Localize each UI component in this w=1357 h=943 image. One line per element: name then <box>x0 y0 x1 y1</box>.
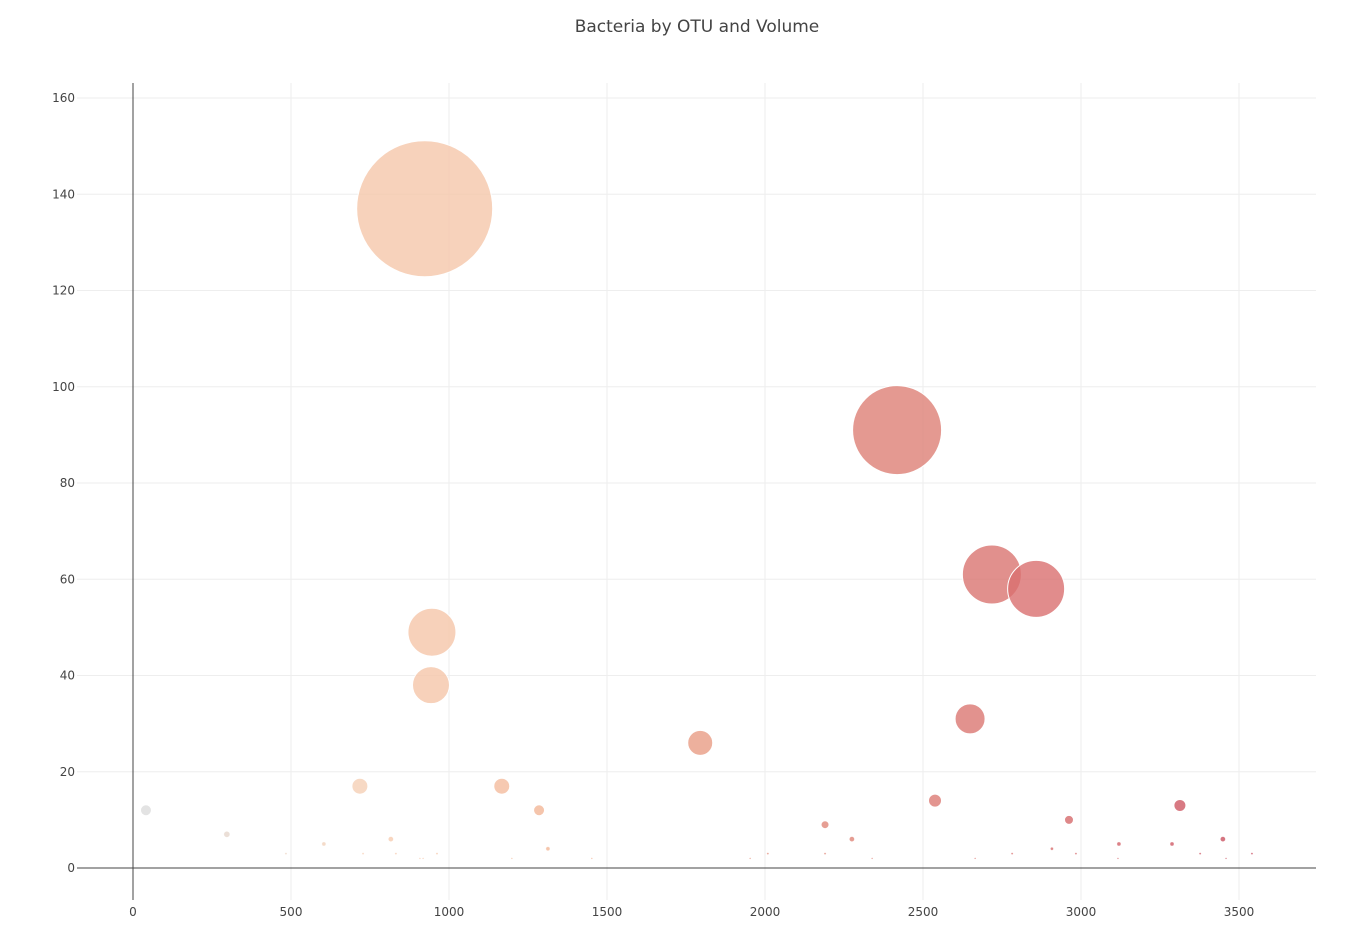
bubble-point[interactable] <box>139 804 152 817</box>
bubble-point[interactable] <box>823 852 827 855</box>
x-tick-label: 1000 <box>434 905 465 919</box>
bubble-point[interactable] <box>422 857 425 860</box>
y-axis-ticks: 0 20 40 60 80 100 120 140 160 <box>52 91 75 875</box>
bubble-point[interactable] <box>223 831 231 838</box>
bubble-point[interactable] <box>1169 841 1175 847</box>
bubble-point[interactable] <box>1198 852 1202 855</box>
bubble-point[interactable] <box>1007 559 1066 618</box>
bubble-point[interactable] <box>321 841 327 847</box>
y-tick-label: 60 <box>60 572 75 586</box>
bubble-point[interactable] <box>361 852 365 855</box>
bubble-point[interactable] <box>1117 857 1119 860</box>
bubble-point[interactable] <box>510 857 513 860</box>
bubble-point[interactable] <box>1063 814 1074 825</box>
x-axis-ticks: 0 500 1000 1500 2000 2500 3000 3500 <box>129 905 1254 919</box>
gridlines <box>77 83 1316 900</box>
bubble-point[interactable] <box>1173 798 1187 812</box>
bubble-point[interactable] <box>1074 852 1078 855</box>
bubble-point[interactable] <box>1050 847 1054 851</box>
bubble-point[interactable] <box>435 852 439 855</box>
chart-title: Bacteria by OTU and Volume <box>574 17 820 37</box>
bubble-point[interactable] <box>418 857 421 860</box>
bubble-point[interactable] <box>1225 857 1227 860</box>
bubble-point[interactable] <box>1010 852 1014 855</box>
data-points[interactable] <box>139 140 1254 860</box>
bubble-point[interactable] <box>871 857 874 860</box>
x-tick-label: 500 <box>280 905 303 919</box>
bubble-point[interactable] <box>1116 841 1122 847</box>
y-tick-label: 80 <box>60 476 75 490</box>
bubble-point[interactable] <box>394 852 398 855</box>
bubble-point[interactable] <box>356 140 494 278</box>
y-tick-label: 120 <box>52 284 75 298</box>
bubble-point[interactable] <box>590 857 593 860</box>
bubble-point[interactable] <box>411 666 450 705</box>
bubble-point[interactable] <box>493 777 511 795</box>
y-tick-label: 40 <box>60 669 75 683</box>
bubble-point[interactable] <box>388 836 394 842</box>
bubble-point[interactable] <box>1250 852 1254 855</box>
bubble-point[interactable] <box>749 857 752 860</box>
bubble-point[interactable] <box>407 607 457 657</box>
bubble-point[interactable] <box>849 836 855 842</box>
x-tick-label: 3500 <box>1224 905 1255 919</box>
y-tick-label: 100 <box>52 380 75 394</box>
bubble-point[interactable] <box>545 846 551 851</box>
bubble-point[interactable] <box>852 385 943 476</box>
y-tick-label: 0 <box>67 861 75 875</box>
y-tick-label: 20 <box>60 765 75 779</box>
bubble-point[interactable] <box>1220 836 1226 842</box>
x-tick-label: 2000 <box>750 905 781 919</box>
bubble-point[interactable] <box>766 852 769 855</box>
bubble-point[interactable] <box>974 857 977 860</box>
axes <box>77 83 1316 900</box>
x-tick-label: 1500 <box>592 905 623 919</box>
bubble-point[interactable] <box>284 852 288 855</box>
x-tick-label: 0 <box>129 905 137 919</box>
x-tick-label: 2500 <box>908 905 939 919</box>
bubble-point[interactable] <box>687 729 714 756</box>
y-tick-label: 140 <box>52 187 75 201</box>
bubble-point[interactable] <box>928 793 943 808</box>
bubble-point[interactable] <box>351 777 369 795</box>
bubble-point[interactable] <box>533 804 546 817</box>
x-tick-label: 3000 <box>1066 905 1097 919</box>
bubble-point[interactable] <box>954 703 986 735</box>
y-tick-label: 160 <box>52 91 75 105</box>
bubble-point[interactable] <box>820 820 830 830</box>
